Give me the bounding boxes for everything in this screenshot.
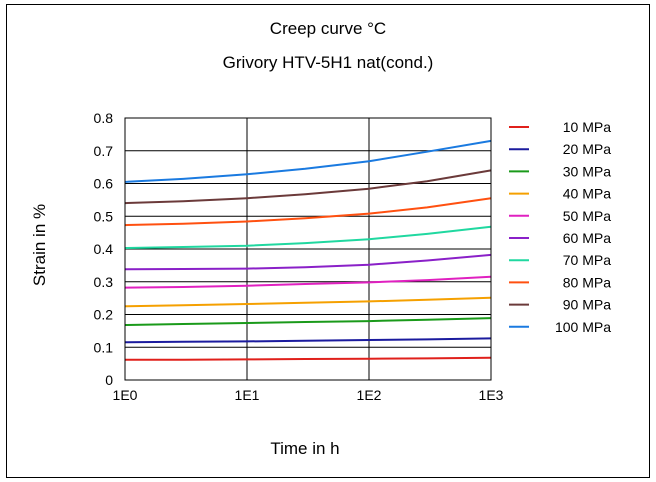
- y-tick-label: 0.2: [94, 307, 114, 323]
- chart-title: Creep curve °C: [270, 19, 386, 38]
- legend-entry-8: 80 MPa: [563, 274, 611, 290]
- y-tick-labels: 0 0.1 0.2 0.3 0.4 0.5 0.6 0.7 0.8: [94, 110, 114, 388]
- y-tick-label: 0.3: [94, 274, 114, 290]
- x-tick-label: 1E0: [113, 387, 138, 403]
- series-line-6: [124, 253, 492, 271]
- legend-entry-3: 30 MPa: [563, 163, 611, 179]
- y-tick-label: 0.5: [94, 208, 114, 224]
- series-line-7: [124, 225, 492, 249]
- series-line-9: [124, 169, 492, 205]
- legend: 10 MPa 20 MPa 30 MPa 40 MPa 50 MPa 60 MPa 70 M…: [509, 119, 611, 335]
- series-line-3: [124, 317, 492, 326]
- y-tick-label: 0.6: [94, 176, 114, 192]
- chart-frame: Creep curve °C Grivory HTV-5H1 nat(cond.…: [6, 4, 650, 478]
- x-tick-label: 1E1: [235, 387, 260, 403]
- series-line-2: [124, 337, 492, 344]
- legend-entry-5: 50 MPa: [563, 208, 611, 224]
- y-axis-label: Strain in %: [30, 204, 49, 286]
- series-line-8: [124, 197, 492, 227]
- series-line-10: [124, 139, 492, 183]
- y-tick-label: 0.8: [94, 110, 114, 126]
- series-lines: [124, 139, 492, 361]
- chart-subtitle: Grivory HTV-5H1 nat(cond.): [223, 53, 434, 72]
- y-tick-label: 0.4: [94, 241, 114, 257]
- legend-entry-10: 100 MPa: [555, 319, 611, 335]
- y-tick-label: 0.1: [94, 339, 114, 355]
- x-tick-label: 1E3: [479, 387, 504, 403]
- plot-area: [124, 117, 492, 381]
- x-tick-labels: 1E0 1E1 1E2 1E3: [113, 387, 504, 403]
- x-tick-label: 1E2: [357, 387, 382, 403]
- series-line-1: [125, 356, 492, 361]
- creep-chart: Creep curve °C Grivory HTV-5H1 nat(cond.…: [30, 19, 611, 458]
- legend-entry-9: 90 MPa: [563, 297, 611, 313]
- legend-entry-6: 60 MPa: [563, 230, 611, 246]
- x-axis-label: Time in h: [270, 439, 339, 458]
- legend-entry-1: 10 MPa: [563, 119, 611, 135]
- legend-entry-7: 70 MPa: [563, 252, 611, 268]
- series-line-5: [124, 275, 492, 289]
- legend-entry-2: 20 MPa: [563, 141, 611, 157]
- y-tick-label: 0: [105, 372, 113, 388]
- series-line-4: [124, 296, 492, 308]
- legend-entry-4: 40 MPa: [563, 186, 611, 202]
- y-tick-label: 0.7: [94, 143, 114, 159]
